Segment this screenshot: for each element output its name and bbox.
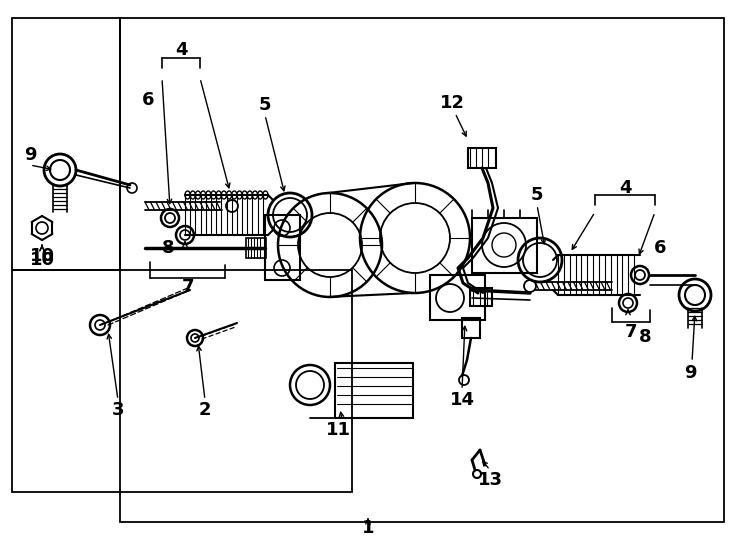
Bar [468,148,496,168]
Text: 14: 14 [449,391,474,409]
Bar [120,18,724,522]
Bar [470,288,492,306]
Text: 9: 9 [684,364,697,382]
Text: 8: 8 [161,239,174,257]
Text: 9: 9 [23,146,36,164]
Bar [335,363,413,418]
Text: 7: 7 [182,278,195,296]
Bar [265,215,300,280]
Text: 8: 8 [639,328,651,346]
Text: 5: 5 [531,186,543,204]
Bar [462,318,480,338]
Text: 1: 1 [362,519,374,537]
Bar [246,238,266,258]
Text: 6: 6 [142,91,154,109]
Text: 10: 10 [29,247,54,265]
Text: 3: 3 [112,401,124,419]
Bar [472,218,537,273]
Text: 6: 6 [654,239,666,257]
Text: 7: 7 [625,323,637,341]
Text: 13: 13 [478,471,503,489]
Bar [12,270,352,492]
Text: 12: 12 [440,94,465,112]
Bar [12,18,120,270]
Text: 4: 4 [619,179,631,197]
Text: 11: 11 [325,421,351,439]
Text: 4: 4 [175,41,187,59]
Bar [430,275,485,320]
Text: 2: 2 [199,401,211,419]
Text: 10: 10 [29,251,54,269]
Text: 5: 5 [259,96,272,114]
